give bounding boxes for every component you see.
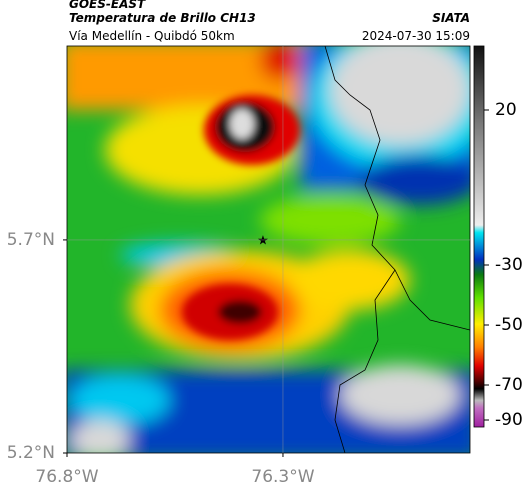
border-line	[324, 46, 470, 331]
colorbar-tick-label: -30	[495, 255, 523, 275]
colorbar-tick-label: 20	[495, 100, 517, 120]
y-tick-label: 5.7°N	[7, 230, 55, 250]
title: Temperatura de Brillo CH13	[69, 11, 256, 25]
map-frame	[66, 45, 471, 454]
location-marker: ★	[257, 234, 269, 249]
colorbar	[473, 45, 485, 428]
credit: SIATA	[432, 11, 470, 25]
x-tick-label: 76.8°W	[35, 467, 98, 487]
colorbar-tick-label: -90	[495, 410, 523, 430]
y-tick-label: 5.2°N	[7, 443, 55, 463]
colorbar-tick-label: -70	[495, 375, 523, 395]
colorbar-tick-label: -50	[495, 315, 523, 335]
subtitle: Vía Medellín - Quibdó 50km	[69, 29, 235, 43]
datetime: 2024-07-30 15:09	[362, 29, 470, 43]
source: GOES-EAST	[69, 0, 146, 11]
satellite-image: ★	[67, 46, 470, 453]
border-line	[334, 269, 396, 453]
x-tick-label: 76.3°W	[251, 467, 314, 487]
